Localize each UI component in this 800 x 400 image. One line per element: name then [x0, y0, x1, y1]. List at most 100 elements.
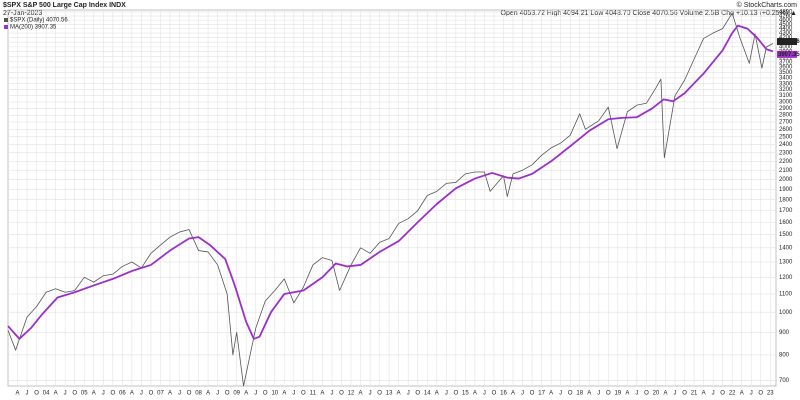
x-tick-label: 12	[348, 391, 355, 397]
y-tick-label: 2000	[779, 177, 793, 183]
chart-date: 27-Jan-2023	[3, 10, 42, 17]
x-tick-label: 14	[424, 391, 431, 397]
labels: 7008009001000110012001300140015001600170…	[4, 10, 800, 397]
y-tick-label: 2800	[779, 113, 793, 119]
x-tick-label: J	[673, 391, 676, 397]
x-tick-label: J	[635, 391, 638, 397]
x-tick-label: A	[397, 391, 401, 397]
y-tick-label: 4300	[779, 31, 793, 37]
x-tick-label: A	[359, 391, 363, 397]
y-tick-label: 3400	[779, 76, 793, 82]
x-tick-label: J	[445, 391, 448, 397]
y-tick-label: 1500	[779, 232, 793, 238]
x-tick-label: J	[64, 391, 67, 397]
x-tick-label: A	[168, 391, 172, 397]
x-tick-label: 11	[310, 391, 317, 397]
x-tick-label: 09	[233, 391, 240, 397]
x-tick-label: A	[92, 391, 96, 397]
x-tick-label: 08	[195, 391, 202, 397]
x-tick-label: A	[702, 391, 706, 397]
x-tick-label: 04	[43, 391, 50, 397]
x-tick-label: O	[187, 391, 192, 397]
x-tick-label: J	[102, 391, 105, 397]
x-tick-label: O	[758, 391, 763, 397]
x-tick-label: O	[149, 391, 154, 397]
x-tick-label: A	[282, 391, 286, 397]
y-tick-label: 800	[779, 352, 790, 358]
plot-frame	[7, 9, 777, 387]
y-tick-label: 2200	[779, 159, 793, 165]
x-tick-label: A	[473, 391, 477, 397]
x-tick-label: J	[712, 391, 715, 397]
x-tick-label: J	[750, 391, 753, 397]
y-tick-label: 1700	[779, 208, 793, 214]
y-tick-label: 3300	[779, 81, 793, 87]
y-tick-label: 1000	[779, 310, 793, 316]
source: © StockCharts.com	[737, 1, 798, 9]
x-tick-label: A	[206, 391, 210, 397]
grid	[7, 9, 777, 387]
x-tick-label: O	[225, 391, 230, 397]
legend-swatch	[4, 18, 8, 22]
x-tick-label: 20	[653, 391, 660, 397]
legend-label: $SPX (Daily) 4070.56	[10, 18, 68, 24]
last-value-label: 4070.56	[778, 39, 800, 45]
y-tick-label: 3700	[779, 59, 793, 65]
y-tick-label: 3000	[779, 100, 793, 106]
x-tick-label: A	[320, 391, 324, 397]
x-tick-label: 06	[119, 391, 126, 397]
x-tick-label: A	[435, 391, 439, 397]
last-value-label: 3907.35	[778, 52, 800, 58]
y-tick-label: 4800	[779, 10, 793, 16]
x-tick-label: O	[530, 391, 535, 397]
y-tick-label: 3100	[779, 93, 793, 99]
y-tick-label: 2100	[779, 168, 793, 174]
x-tick-label: A	[549, 391, 553, 397]
x-tick-label: O	[377, 391, 382, 397]
x-tick-label: O	[339, 391, 344, 397]
y-tick-label: 1900	[779, 187, 793, 193]
y-tick-label: 4500	[779, 22, 793, 28]
plot	[7, 12, 774, 387]
y-tick-label: 1200	[779, 275, 793, 281]
x-tick-label: A	[663, 391, 667, 397]
y-tick-label: 4000	[779, 44, 793, 50]
x-tick-label: J	[140, 391, 143, 397]
legend-swatch	[4, 25, 8, 29]
x-tick-label: O	[682, 391, 687, 397]
x-tick-label: A	[16, 391, 20, 397]
x-tick-label: O	[454, 391, 459, 397]
y-tick-label: 900	[779, 330, 790, 336]
x-tick-label: O	[415, 391, 420, 397]
x-tick-label: O	[568, 391, 573, 397]
x-tick-label: 15	[462, 391, 469, 397]
x-tick-label: 07	[157, 391, 164, 397]
x-tick-label: 23	[767, 391, 774, 397]
x-tick-label: O	[34, 391, 39, 397]
ma-line	[7, 24, 774, 340]
x-tick-label: J	[26, 391, 29, 397]
y-tick-label: 4400	[779, 26, 793, 32]
price-line	[7, 12, 774, 387]
x-tick-label: J	[292, 391, 295, 397]
y-tick-label: 1100	[779, 292, 793, 298]
x-tick-label: A	[587, 391, 591, 397]
y-tick-label: 2600	[779, 127, 793, 133]
x-tick-label: 21	[691, 391, 698, 397]
x-tick-label: J	[178, 391, 181, 397]
last-value-box	[777, 38, 797, 46]
y-tick-label: 3500	[779, 70, 793, 76]
y-tick-label: 1800	[779, 197, 793, 203]
x-tick-label: J	[407, 391, 410, 397]
x-tick-label: 16	[500, 391, 507, 397]
y-tick-label: 2900	[779, 106, 793, 112]
x-tick-label: J	[254, 391, 257, 397]
x-tick-label: J	[216, 391, 219, 397]
y-tick-label: 3600	[779, 65, 793, 71]
x-tick-label: O	[606, 391, 611, 397]
x-tick-label: J	[559, 391, 562, 397]
legend-label: MA(200) 3907.35	[10, 25, 57, 31]
y-tick-label: 4600	[779, 18, 793, 24]
